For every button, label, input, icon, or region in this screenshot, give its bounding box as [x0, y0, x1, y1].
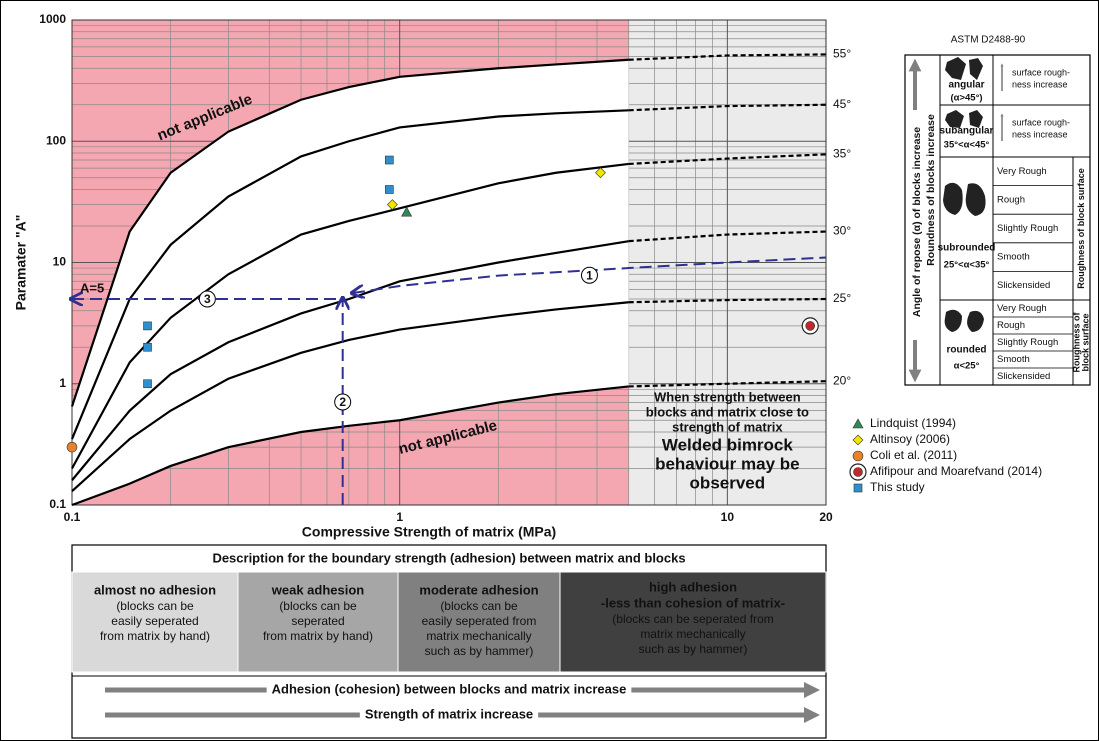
roughness-note: ness increase — [1012, 79, 1068, 89]
legend-label: Altinsoy (2006) — [870, 432, 950, 446]
roughness-axis-label: Roughness of block surface — [1076, 168, 1086, 289]
cell-text: (blocks can be seperated from — [612, 612, 773, 626]
guide-number: 3 — [204, 292, 211, 306]
point — [144, 380, 152, 388]
roundness-axis-label: Roundness of blocks increase — [925, 114, 937, 266]
description-title: Description for the boundary strength (a… — [212, 550, 685, 565]
note-line: When strength between — [654, 389, 801, 404]
note-line: observed — [690, 473, 766, 492]
shape-name: angular — [948, 80, 984, 91]
note-line: blocks and matrix close to — [646, 404, 809, 419]
curve-label: 30° — [833, 224, 851, 238]
roughness-class: Smooth — [997, 252, 1030, 263]
cell-heading: weak adhesion — [271, 582, 365, 597]
legend-marker — [853, 451, 863, 461]
roundness-title: ASTM D2488-90 — [951, 35, 1026, 46]
x-tick-label: 1 — [396, 510, 403, 524]
curve-label: 20° — [833, 373, 851, 387]
note-line: behaviour may be — [655, 454, 800, 473]
y-tick-label: 0.1 — [49, 497, 66, 511]
cell-text: (blocks can be — [440, 599, 518, 613]
y-tick-label: 100 — [46, 133, 66, 147]
cell-text: (blocks can be — [279, 599, 357, 613]
point — [806, 321, 815, 330]
shape-name: rounded — [947, 345, 987, 356]
point — [385, 156, 393, 164]
guide-number: 2 — [339, 395, 346, 409]
roughness-axis-label: block surface — [1080, 313, 1090, 371]
legend-label: Coli et al. (2011) — [870, 448, 957, 462]
cell-text: (blocks can be — [116, 599, 194, 613]
cell-text: from matrix by hand) — [100, 629, 210, 643]
y-tick-label: 1000 — [39, 12, 66, 26]
shape-range: 35°<α<45° — [944, 140, 990, 151]
cell-text: easily seperated from — [422, 614, 537, 628]
legend-marker — [854, 468, 863, 477]
shape-range: α<25° — [954, 361, 980, 372]
curve-label: 45° — [833, 97, 851, 111]
cell-text: seperated — [291, 614, 344, 628]
cell-text: such as by hammer) — [639, 642, 748, 656]
cell-heading: almost no adhesion — [94, 582, 216, 597]
cell-heading: -less than cohesion of matrix- — [601, 595, 785, 610]
legend-marker — [854, 484, 862, 492]
y-axis-label: Paramater "A" — [13, 215, 29, 311]
curve-label: 55° — [833, 47, 851, 61]
cell-text: matrix mechanically — [640, 627, 745, 641]
point — [67, 442, 77, 452]
note-line: Welded bimrock — [662, 435, 794, 454]
y-tick-label: 1 — [59, 376, 66, 390]
roughness-note: ness increase — [1012, 129, 1068, 139]
cell-heading: moderate adhesion — [419, 582, 538, 597]
shape-name: subangular — [940, 126, 994, 137]
roughness-class: Rough — [997, 194, 1025, 205]
legend-label: Lindquist (1994) — [870, 416, 956, 430]
x-axis-label: Compressive Strength of matrix (MPa) — [302, 524, 556, 540]
roughness-class: Very Rough — [997, 303, 1047, 314]
roundness-axis-label: Angle of repose (α) of blocks increase — [911, 127, 923, 317]
x-tick-label: 20 — [819, 510, 833, 524]
curve-label: 25° — [833, 291, 851, 305]
roughness-note: surface rough- — [1012, 67, 1070, 77]
point — [144, 322, 152, 330]
trend-label: Adhesion (cohesion) between blocks and m… — [272, 681, 627, 696]
figure: 0.1 1 10 20 0.1 1 10 100 1000 55° 45° 35° 30° 25° 20° 3… — [0, 0, 1099, 741]
roughness-class: Rough — [997, 320, 1025, 331]
cell-heading: high adhesion — [649, 579, 737, 594]
roughness-class: Slightly Rough — [997, 337, 1058, 348]
y-tick-label: 10 — [53, 255, 67, 269]
trend-label: Strength of matrix increase — [365, 706, 533, 721]
cell-text: from matrix by hand) — [263, 629, 373, 643]
cell-text: easily seperated — [111, 614, 198, 628]
roughness-note: surface rough- — [1012, 117, 1070, 127]
legend-label: This study — [870, 480, 925, 494]
page: {"chart_data": { "type": "line", "x_labe… — [0, 0, 1099, 741]
shape-range: (α>45°) — [950, 93, 982, 104]
shape-name: subrounded — [938, 243, 996, 254]
roughness-class: Smooth — [997, 354, 1030, 365]
roughness-class: Slightly Rough — [997, 223, 1058, 234]
legend-label: Afifipour and Moarefvand (2014) — [870, 464, 1042, 478]
shape-range: 25°<α<35° — [944, 260, 990, 271]
x-tick-label: 0.1 — [64, 510, 81, 524]
point — [385, 186, 393, 194]
cell-text: matrix mechanically — [426, 629, 531, 643]
roughness-class: Slickensided — [997, 371, 1050, 382]
curve-label: 35° — [833, 147, 851, 161]
point — [144, 343, 152, 351]
cell-text: such as by hammer) — [425, 644, 534, 658]
x-tick-label: 10 — [721, 510, 735, 524]
roughness-class: Slickensided — [997, 280, 1050, 291]
guide-annotation: A=5 — [80, 280, 104, 295]
guide-number: 1 — [586, 268, 593, 282]
roughness-class: Very Rough — [997, 166, 1047, 177]
note-line: strength of matrix — [672, 419, 783, 434]
